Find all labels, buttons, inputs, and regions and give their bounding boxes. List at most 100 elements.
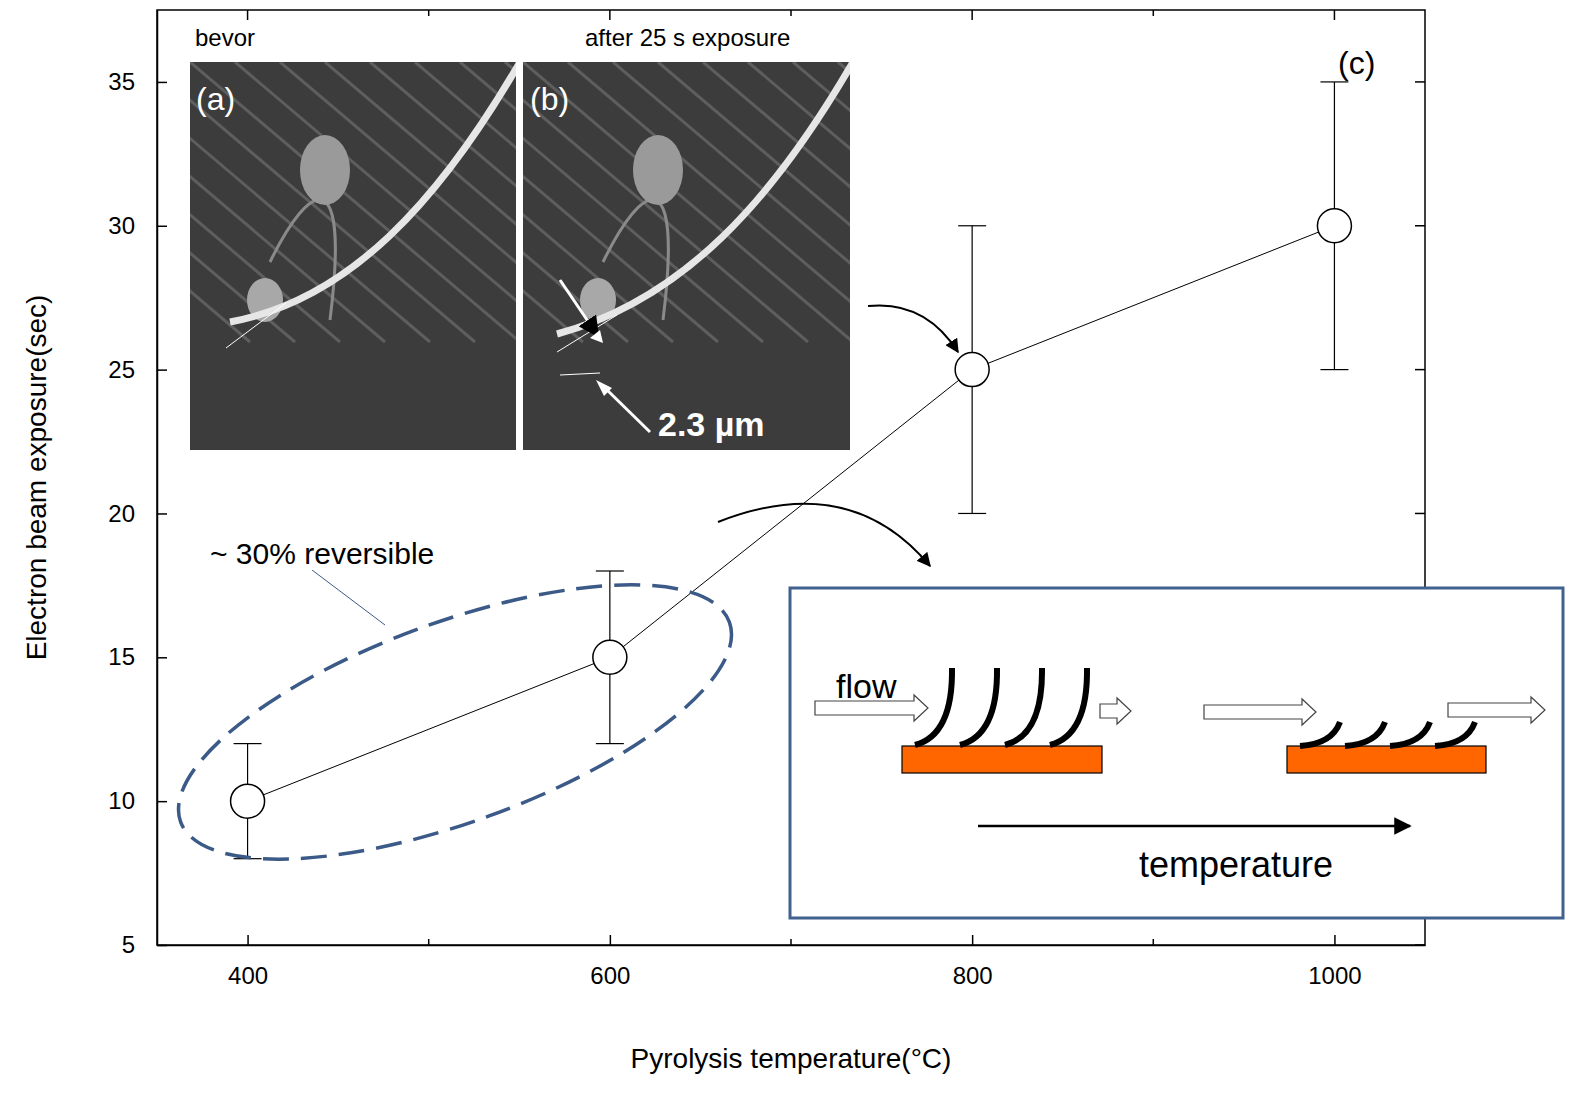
panel-label: (c) xyxy=(1338,45,1375,81)
y-tick: 15 xyxy=(108,643,167,670)
y-tick-mark xyxy=(157,801,167,803)
flow-arrow xyxy=(1100,698,1131,724)
y-tick-mark xyxy=(157,657,167,659)
x-tick: 800 xyxy=(953,935,993,989)
x-minor-tick xyxy=(428,939,430,945)
x-minor-tick xyxy=(790,939,792,945)
x-minor-tick xyxy=(428,10,430,16)
strand-short xyxy=(1390,722,1430,746)
error-bar-cap xyxy=(1320,369,1348,370)
inset-caption: bevor xyxy=(195,24,255,51)
x-minor-tick xyxy=(790,10,792,16)
y-tick: 30 xyxy=(108,212,167,239)
inset-stripe xyxy=(523,62,808,342)
strand-short xyxy=(1345,722,1385,746)
y-axis-line xyxy=(157,11,159,946)
y-tick-right xyxy=(1415,81,1425,83)
temperature-arrow xyxy=(978,825,1410,828)
y-tick: 20 xyxy=(108,500,167,527)
inset-stripe xyxy=(613,62,850,342)
scale-arrow-head xyxy=(590,330,603,343)
y-axis-title: Electron beam exposure(sec) xyxy=(21,295,52,661)
y-tick-label: 20 xyxy=(108,500,135,527)
label-patch xyxy=(207,537,437,570)
x-tick-top xyxy=(971,10,973,20)
scale-label: 2.3 µm xyxy=(658,405,765,443)
inset-stripe xyxy=(838,62,850,342)
y-tick-mark xyxy=(157,226,167,228)
x-tick-top xyxy=(247,10,249,20)
y-tick: 10 xyxy=(108,787,167,814)
x-tick-label: 400 xyxy=(228,962,268,989)
schematic xyxy=(790,588,1563,918)
x-tick-label: 1000 xyxy=(1308,962,1361,989)
inset-caption: after 25 s exposure xyxy=(585,24,790,51)
y-tick-label: 15 xyxy=(108,643,135,670)
x-minor-tick xyxy=(1153,939,1155,945)
inset-stripe xyxy=(415,62,516,342)
error-bar-cap xyxy=(234,743,262,744)
strand-short xyxy=(1435,722,1475,746)
y-tick-label: 35 xyxy=(108,68,135,95)
flow-arrow xyxy=(1448,697,1545,723)
x-tick: 1000 xyxy=(1308,935,1361,989)
inset-a xyxy=(190,62,516,450)
inset-label: (a) xyxy=(196,81,235,117)
substrate xyxy=(902,746,1102,773)
inset-label: (b) xyxy=(530,81,569,117)
x-tick-mark xyxy=(972,935,974,945)
y-tick-right xyxy=(1415,225,1425,227)
strand-long xyxy=(960,668,997,745)
pointer-arrow xyxy=(868,305,958,352)
temperature-label: temperature xyxy=(1139,844,1333,885)
error-bar-cap xyxy=(958,225,986,226)
error-bar-cap xyxy=(596,743,624,744)
y-tick: 25 xyxy=(108,356,167,383)
schematic-frame xyxy=(790,588,1563,918)
inset-stripe xyxy=(190,62,516,342)
chart: 400 600 800 1000 5 10 15 20 25 30 35 Pyrolysis temp… xyxy=(0,0,1571,1095)
x-tick-top xyxy=(609,10,611,20)
y-tick-mark xyxy=(157,945,167,947)
error-bar-cap xyxy=(1320,81,1348,82)
inset-fiber xyxy=(557,62,850,334)
data-point xyxy=(231,784,265,818)
y-tick-right xyxy=(1415,513,1425,515)
y-tick: 5 xyxy=(122,931,167,958)
x-tick: 400 xyxy=(228,935,268,989)
inset-stripe xyxy=(190,62,475,342)
x-minor-tick xyxy=(1153,10,1155,16)
data-point xyxy=(955,353,989,387)
y-axis: 5 10 15 20 25 30 35 xyxy=(108,11,167,959)
x-tick: 600 xyxy=(590,935,630,989)
strand-long xyxy=(915,668,952,745)
x-axis: 400 600 800 1000 xyxy=(158,935,1426,989)
y-tick-right xyxy=(1415,944,1425,946)
pointer-arrow xyxy=(718,504,930,566)
x-tick-mark xyxy=(247,935,249,945)
inset-stripe xyxy=(280,62,516,342)
strand-long xyxy=(1005,668,1042,745)
y-tick-label: 25 xyxy=(108,356,135,383)
data-point xyxy=(593,640,627,674)
flow-arrow xyxy=(1204,699,1316,725)
x-axis-title: Pyrolysis temperature(°C) xyxy=(631,1043,952,1074)
inset-stripe xyxy=(505,62,516,342)
strand-short xyxy=(1300,722,1340,746)
inset-stripe xyxy=(190,62,295,342)
inset-stripe xyxy=(793,62,850,342)
inset-fiber xyxy=(230,62,516,322)
error-bar-cap xyxy=(958,513,986,514)
x-tick-mark xyxy=(610,935,612,945)
reference-line xyxy=(560,373,600,375)
x-tick-mark xyxy=(1334,935,1336,945)
y-tick-mark xyxy=(157,369,167,371)
inset-stripe xyxy=(748,62,850,342)
error-bar-cap xyxy=(596,570,624,571)
substrate xyxy=(1287,746,1486,773)
group-ellipse xyxy=(146,528,763,916)
scale-arrow-head xyxy=(596,380,612,396)
inset-particle xyxy=(300,135,350,205)
x-tick-label: 800 xyxy=(953,962,993,989)
leader-line xyxy=(312,570,385,625)
